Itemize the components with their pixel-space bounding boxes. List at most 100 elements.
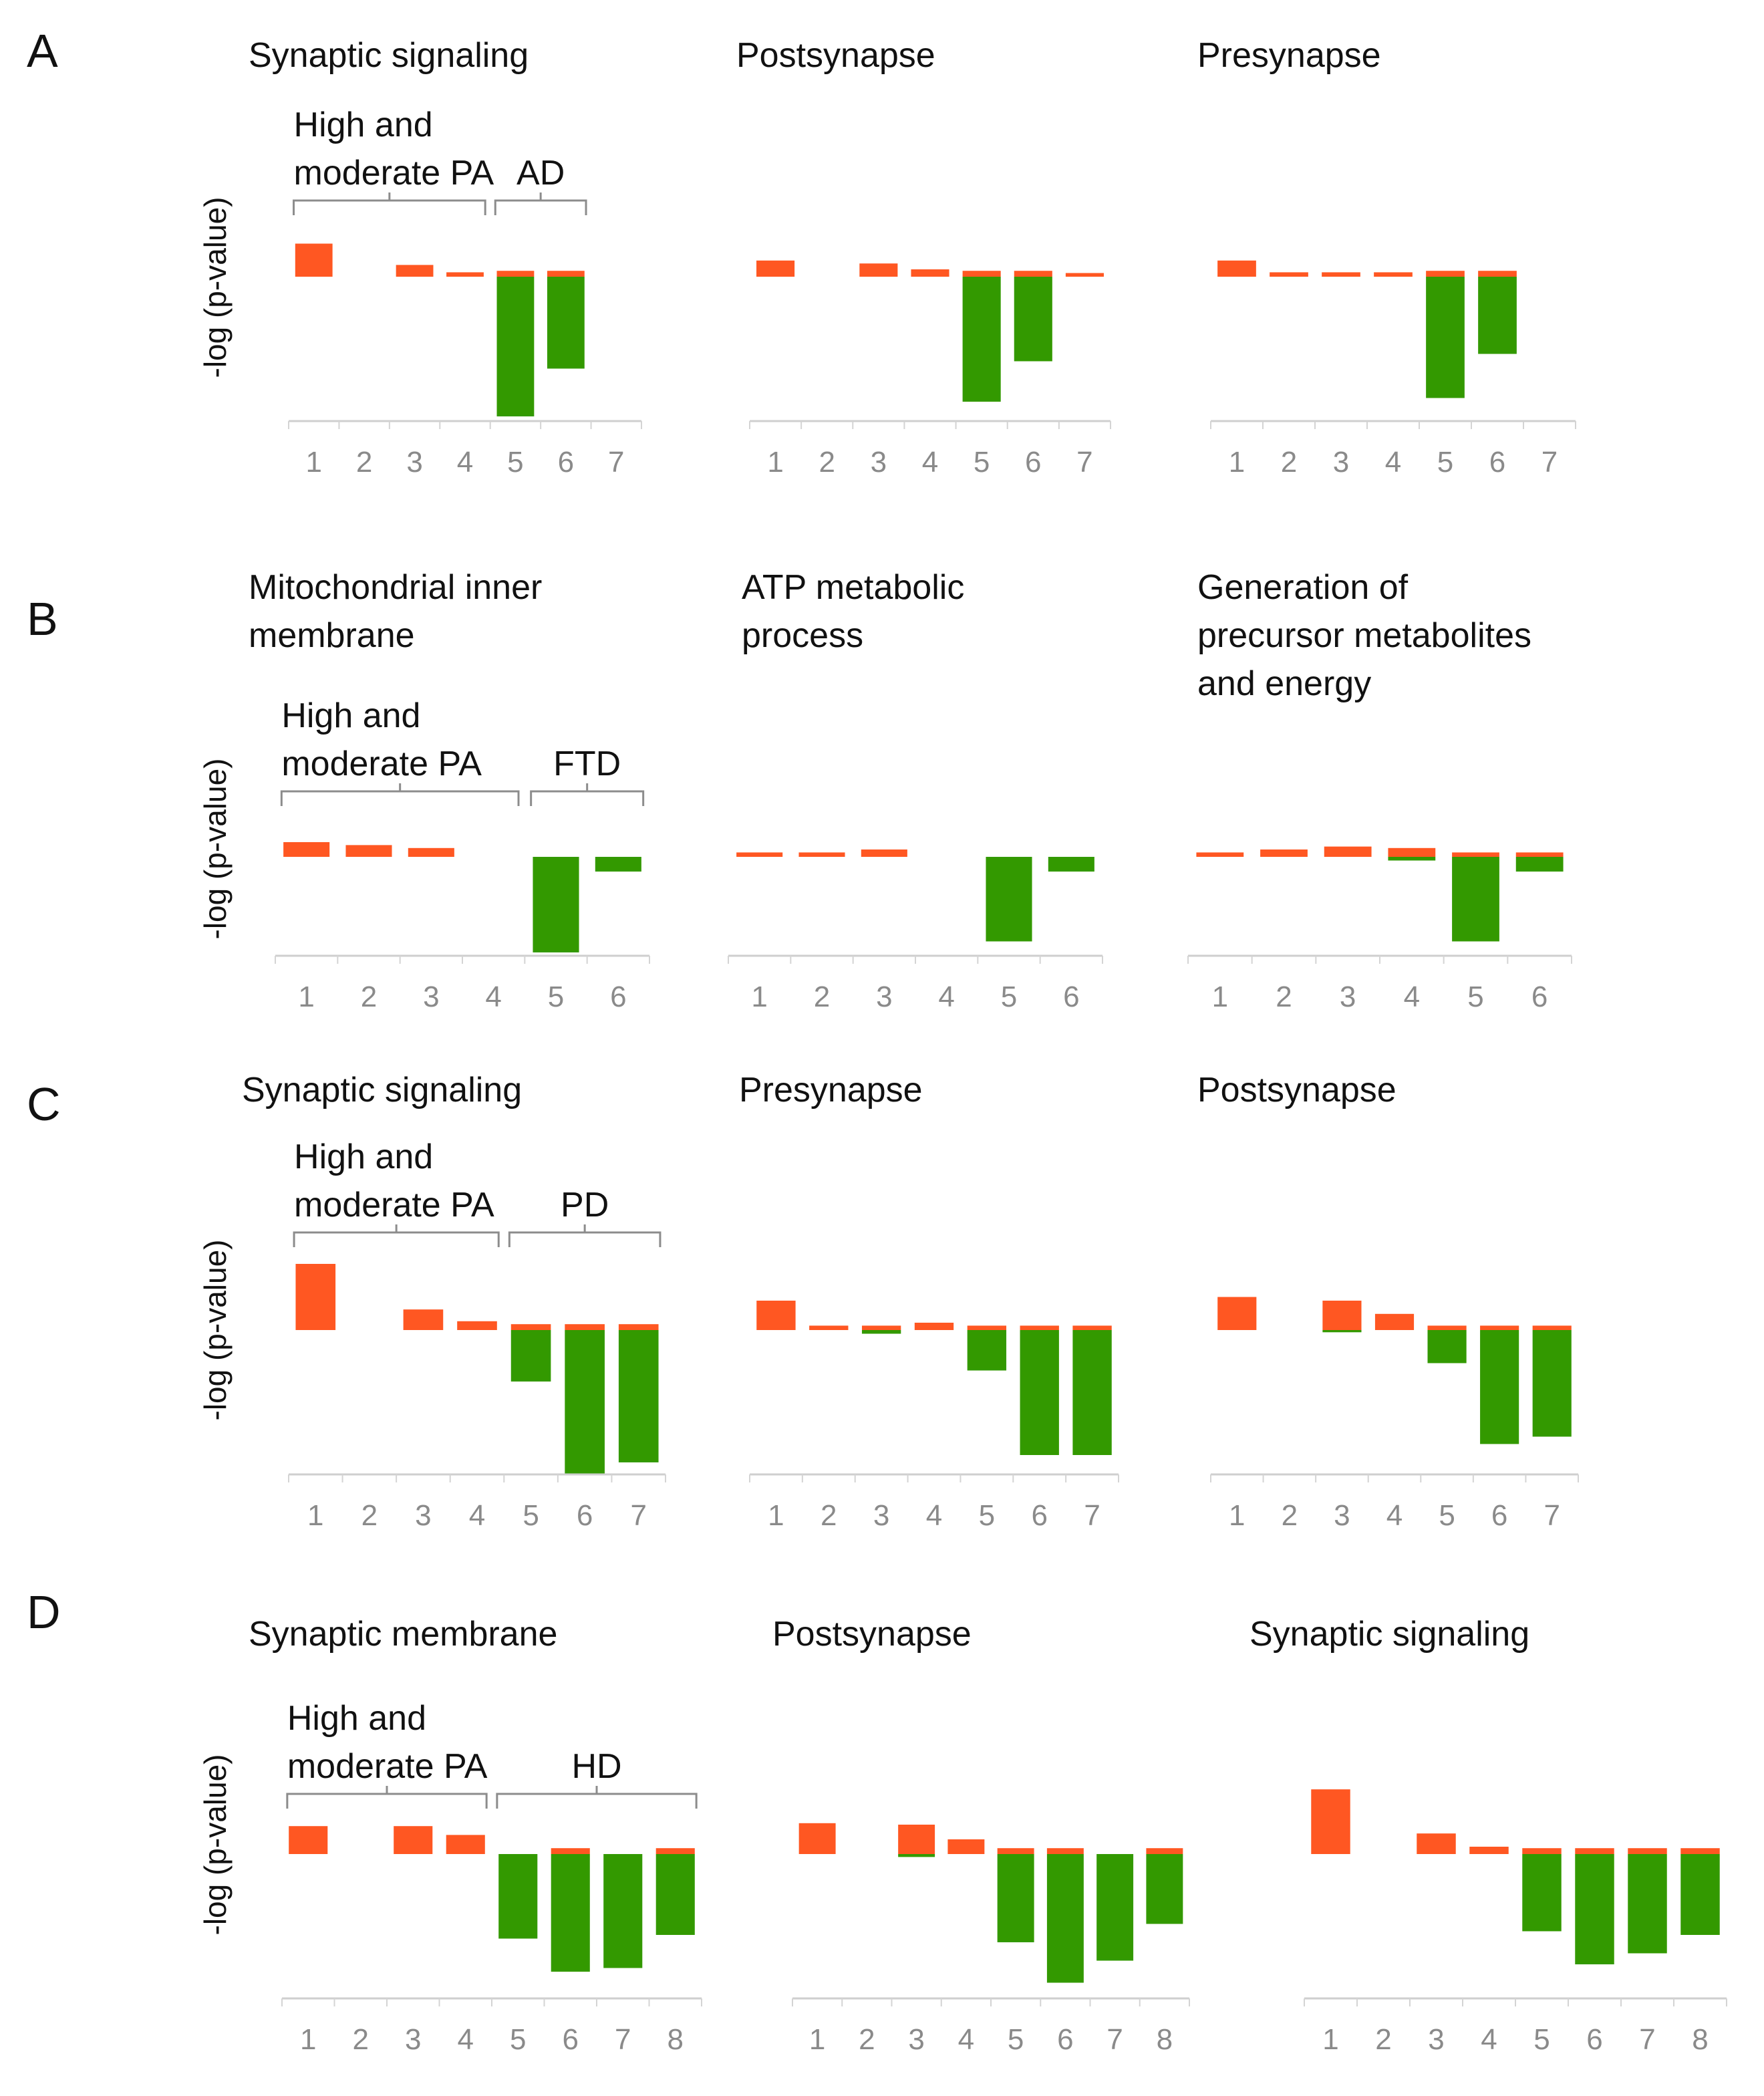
- chart-title: Synaptic signaling: [242, 1071, 522, 1109]
- bar-up: [1469, 1847, 1509, 1854]
- chart-title: Synaptic membrane: [249, 1615, 557, 1654]
- chart-title: Postsynapse: [772, 1615, 972, 1654]
- x-tick-label: 6: [1057, 2023, 1073, 2056]
- bar-up: [1515, 852, 1564, 857]
- x-tick-label: 6: [577, 1499, 593, 1532]
- chart-title: Presynapse: [1197, 36, 1381, 75]
- x-tick-label: 4: [1404, 980, 1420, 1013]
- bar-down: [1322, 1330, 1362, 1333]
- bar-up: [861, 849, 907, 857]
- x-tick-label: 6: [1586, 2023, 1602, 2056]
- bar-down: [603, 1854, 643, 1968]
- x-tick-label: 8: [1157, 2023, 1173, 2056]
- group-bracket: [530, 783, 645, 806]
- bar-down: [1072, 1330, 1112, 1455]
- bar-up: [345, 845, 392, 857]
- bar-down: [962, 277, 1001, 402]
- bar-up: [1322, 272, 1360, 277]
- x-tick-label: 5: [507, 446, 523, 479]
- x-tick-label: 7: [615, 2023, 631, 2056]
- group-bracket: [496, 1786, 698, 1809]
- x-tick-label: 2: [1375, 2023, 1391, 2056]
- bar-up: [1311, 1789, 1350, 1854]
- bar-up: [1196, 852, 1244, 857]
- bar-up: [295, 243, 333, 277]
- chart-title: and energy: [1197, 664, 1371, 703]
- bar-down: [967, 1330, 1007, 1371]
- x-tick-label: 6: [1063, 980, 1079, 1013]
- x-tick-label: 6: [1025, 446, 1041, 479]
- x-tick-label: 1: [751, 980, 767, 1013]
- x-tick-label: 2: [353, 2023, 369, 2056]
- x-tick-label: 5: [548, 980, 564, 1013]
- group-label: moderate PA: [281, 745, 482, 783]
- x-tick-label: 7: [1076, 446, 1092, 479]
- bar-down: [533, 857, 579, 952]
- bar-up: [1014, 271, 1052, 277]
- x-tick-label: 1: [1322, 2023, 1338, 2056]
- group-label: FTD: [553, 745, 621, 783]
- x-tick-label: 7: [608, 446, 624, 479]
- bar-up: [396, 265, 434, 277]
- group-label: HD: [571, 1747, 621, 1786]
- x-tick-label: 1: [305, 446, 321, 479]
- x-tick-label: 1: [1212, 980, 1228, 1013]
- x-tick-label: 5: [510, 2023, 526, 2056]
- x-tick-label: 3: [871, 446, 887, 479]
- bar-up: [1628, 1848, 1667, 1854]
- x-tick-label: 4: [922, 446, 938, 479]
- x-tick-label: 5: [1439, 1499, 1455, 1532]
- x-tick-label: 4: [1386, 1499, 1403, 1532]
- bar-up: [1388, 847, 1436, 857]
- y-axis-label: -log (p-value): [198, 1754, 233, 1936]
- x-tick-label: 5: [1001, 980, 1017, 1013]
- x-tick-label: 6: [610, 980, 626, 1013]
- x-tick-label: 1: [307, 1499, 323, 1532]
- bar-up: [403, 1309, 444, 1330]
- x-tick-label: 4: [1385, 446, 1401, 479]
- bar-down: [1046, 1854, 1084, 1983]
- x-tick-label: 5: [974, 446, 990, 479]
- x-tick-label: 3: [415, 1499, 431, 1532]
- x-tick-label: 6: [558, 446, 574, 479]
- bar-up: [1065, 273, 1104, 277]
- x-tick-label: 6: [1031, 1499, 1047, 1532]
- x-tick-label: 4: [485, 980, 501, 1013]
- x-tick-label: 3: [1340, 980, 1356, 1013]
- bar-up: [798, 852, 845, 857]
- bar-up: [446, 272, 484, 277]
- group-bracket: [494, 192, 587, 215]
- x-tick-label: 1: [298, 980, 314, 1013]
- x-tick-label: 2: [819, 446, 835, 479]
- x-tick-label: 3: [1428, 2023, 1444, 2056]
- bar-down: [1427, 1330, 1467, 1363]
- x-tick-label: 1: [809, 2023, 825, 2056]
- x-tick-label: 5: [979, 1499, 995, 1532]
- bar-up: [1072, 1325, 1112, 1330]
- group-bracket: [286, 1786, 488, 1809]
- bar-down: [1426, 277, 1465, 398]
- chart-title: Postsynapse: [736, 36, 935, 75]
- x-tick-label: 1: [768, 1499, 784, 1532]
- x-tick-label: 6: [563, 2023, 579, 2056]
- bar-up: [394, 1826, 433, 1854]
- bar-down: [1478, 277, 1517, 354]
- group-label: High and: [281, 696, 420, 735]
- x-tick-label: 3: [1334, 1499, 1350, 1532]
- bar-down: [1575, 1854, 1614, 1964]
- x-tick-label: 7: [1541, 446, 1558, 479]
- x-tick-label: 4: [458, 2023, 474, 2056]
- x-tick-label: 1: [767, 446, 783, 479]
- bar-down: [498, 1854, 538, 1939]
- bar-up: [289, 1826, 328, 1854]
- bar-up: [1680, 1848, 1720, 1854]
- group-label: High and: [294, 106, 433, 144]
- bar-up: [947, 1839, 985, 1854]
- x-tick-label: 7: [1639, 2023, 1655, 2056]
- bar-up: [1217, 260, 1256, 277]
- bar-down: [551, 1854, 590, 1972]
- bar-down: [861, 1330, 901, 1334]
- x-tick-label: 4: [469, 1499, 485, 1532]
- bar-up: [295, 1264, 336, 1330]
